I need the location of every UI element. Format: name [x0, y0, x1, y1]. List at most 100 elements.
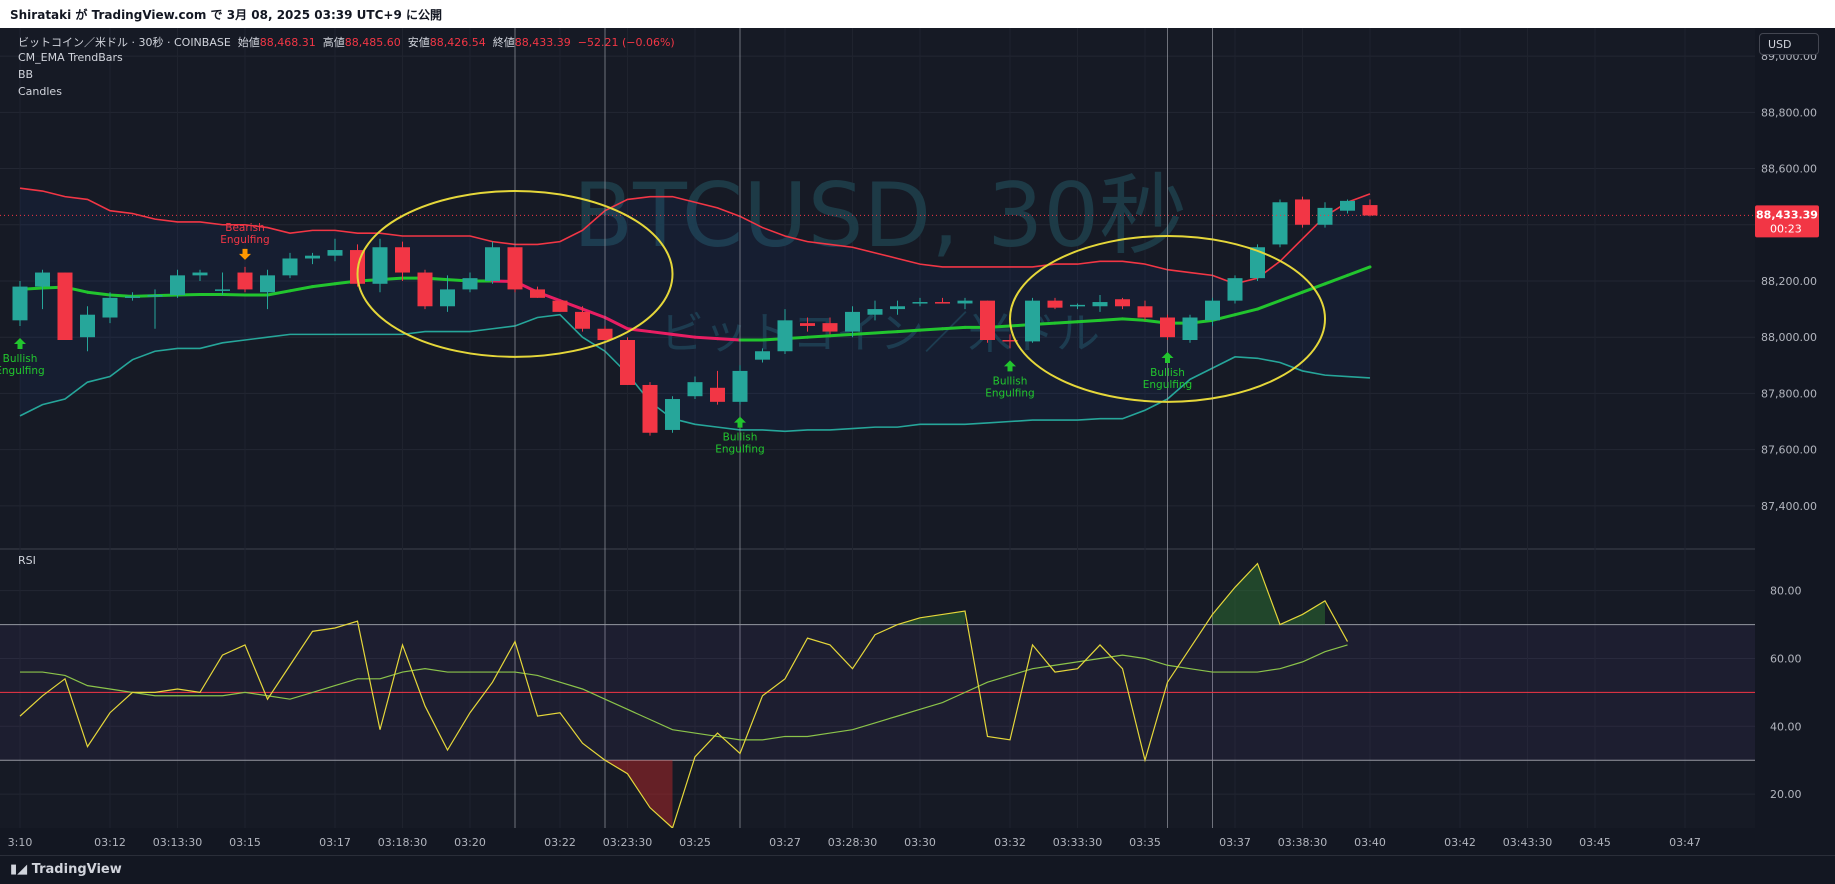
- time-tick-label: 03:20: [454, 836, 486, 849]
- bearish-engulfing-arrow-icon: [239, 248, 251, 260]
- legend-indicator-candles[interactable]: Candles: [18, 85, 62, 98]
- candle-body: [125, 296, 140, 298]
- time-axis-bg: [0, 828, 1835, 855]
- bullish-engulfing-label: Engulfing: [985, 387, 1034, 399]
- pattern-markers: BullishEngulfingBearishEngulfingBullishE…: [0, 222, 1192, 456]
- rsi-oversold-fill: [605, 760, 673, 828]
- candle-body: [1295, 199, 1310, 225]
- price-badge-countdown: 00:23: [1770, 222, 1802, 235]
- bb-basis-segment: [86, 290, 112, 297]
- time-tick-label: 03:42: [1444, 836, 1476, 849]
- candle-body: [35, 272, 50, 287]
- time-tick-label: 03:22: [544, 836, 576, 849]
- rsi-overbought-fill: [897, 611, 965, 625]
- time-tick-label: 03:18:30: [378, 836, 427, 849]
- legend-ohlc: ビットコイン／米ドル · 30秒 · COINBASE 始値88,468.31 …: [18, 34, 675, 50]
- bullish-engulfing-label: Bullish: [3, 353, 38, 365]
- candle-body: [57, 272, 73, 340]
- candle-body: [485, 247, 500, 281]
- candle-body: [1362, 205, 1378, 216]
- publish-header: Shirataki が TradingView.com で 3月 08, 202…: [0, 0, 1835, 28]
- candle-body: [1272, 202, 1288, 245]
- candle-body: [1092, 302, 1108, 307]
- time-tick-label: 03:45: [1579, 836, 1611, 849]
- price-tick-label: 88,600.00: [1761, 163, 1817, 176]
- tradingview-logo[interactable]: ▮◢ TradingView: [10, 862, 122, 877]
- time-tick-label: 03:47: [1669, 836, 1701, 849]
- chart-svg[interactable]: BTCUSD, 30秒 ビットコイン／米ドル BullishEngulfingB…: [0, 28, 1835, 855]
- rsi-tick-label: 80.00: [1770, 585, 1802, 598]
- candle-body: [215, 289, 230, 291]
- time-tick-label: 03:17: [319, 836, 351, 849]
- candle-body: [1227, 278, 1243, 301]
- time-tick-label: 03:12: [94, 836, 126, 849]
- bullish-engulfing-label: Engulfing: [1143, 379, 1192, 391]
- time-tick-label: 03:28:30: [828, 836, 877, 849]
- legend-indicator-cm-ema[interactable]: CM_EMA TrendBars: [18, 51, 123, 64]
- bb-basis-segment: [1256, 299, 1282, 311]
- candle-body: [417, 272, 433, 307]
- bb-basis-segment: [918, 327, 944, 332]
- candle-body: [327, 250, 343, 256]
- candle-body: [890, 306, 905, 310]
- candle-body: [597, 328, 613, 340]
- rsi-tick-label: 20.00: [1770, 788, 1802, 801]
- legend-symbol[interactable]: ビットコイン／米ドル · 30秒 · COINBASE: [18, 36, 231, 49]
- main-pane-bg: [0, 28, 1755, 548]
- bullish-engulfing-arrow-icon: [1004, 360, 1016, 372]
- bullish-engulfing-label: Bullish: [993, 375, 1028, 387]
- candle-body: [1250, 247, 1265, 279]
- candle-body: [1317, 207, 1333, 225]
- candle-body: [372, 247, 388, 284]
- bb-basis-segment: [581, 307, 607, 320]
- candle-body: [530, 289, 545, 298]
- bb-basis-segment: [1053, 320, 1079, 325]
- candle-body: [1070, 304, 1085, 307]
- time-tick-label: 03:27: [769, 836, 801, 849]
- candle-body: [147, 295, 163, 297]
- bb-basis-segment: [1323, 273, 1349, 286]
- bb-basis-segment: [693, 335, 719, 341]
- time-tick-label: 03:30: [904, 836, 936, 849]
- bb-basis-segment: [603, 316, 629, 331]
- bb-basis-segment: [1076, 318, 1102, 324]
- candle-body: [935, 302, 950, 304]
- candle-body: [710, 387, 725, 402]
- bb-lower-line: [19, 313, 1371, 433]
- bb-basis-segment: [221, 292, 247, 297]
- legend-indicator-bb[interactable]: BB: [18, 68, 34, 81]
- rsi-ma-line: [20, 644, 1348, 741]
- currency-button[interactable]: USD: [1759, 33, 1819, 55]
- candle-body: [305, 255, 320, 259]
- candle-body: [845, 311, 860, 332]
- price-tick-label: 88,200.00: [1761, 275, 1817, 288]
- candle-body: [980, 300, 995, 340]
- price-tick-label: 88,800.00: [1761, 106, 1817, 119]
- bb-basis-segment: [851, 331, 877, 336]
- time-tick-label: 03:15: [229, 836, 261, 849]
- bullish-engulfing-label: Bullish: [1150, 367, 1185, 379]
- tradingview-logo-icon: ▮◢: [10, 862, 28, 877]
- annotation-circle: [1009, 235, 1326, 403]
- price-badge: [1755, 205, 1819, 238]
- bb-basis-segment: [311, 282, 337, 289]
- time-tick-label: 03:35: [1129, 836, 1161, 849]
- annotation-circle: [356, 190, 674, 358]
- candle-body: [822, 323, 838, 332]
- bb-basis-segment: [873, 330, 899, 335]
- candlestick-series: [0, 196, 1755, 436]
- legend-close-value: 88,433.39: [514, 36, 571, 49]
- candle-body: [440, 289, 455, 307]
- bullish-engulfing-arrow-icon: [14, 337, 26, 349]
- candle-body: [1205, 300, 1220, 321]
- bb-basis-segment: [288, 285, 314, 293]
- legend-low-value: 88,426.54: [429, 36, 486, 49]
- bb-basis-segment: [1346, 265, 1372, 277]
- time-tick-label: 03:13:30: [153, 836, 202, 849]
- bullish-engulfing-label: Engulfing: [0, 365, 45, 377]
- bullish-engulfing-label: Engulfing: [715, 444, 764, 456]
- bb-basis-segment: [806, 334, 832, 339]
- bb-basis-segment: [671, 332, 697, 339]
- candle-body: [462, 278, 478, 290]
- bb-basis-segment: [716, 337, 742, 342]
